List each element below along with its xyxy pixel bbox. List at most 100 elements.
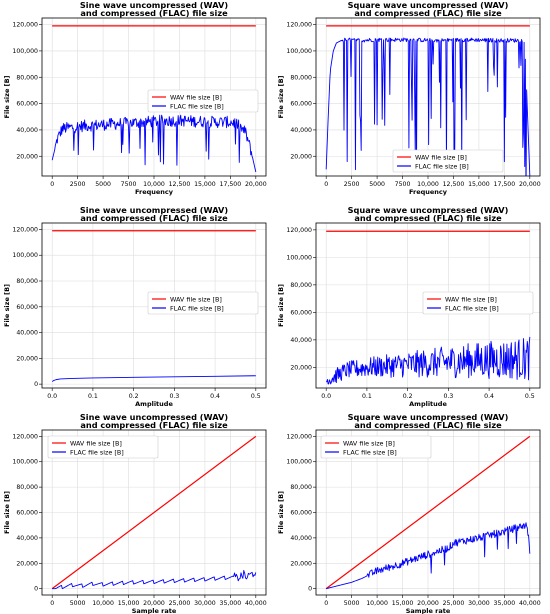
legend-label-flac: FLAC file size [B]: [343, 448, 397, 456]
chart-panel-6: Square wave uncompressed (WAV)and compre…: [277, 412, 541, 614]
wav-series-line: [51, 435, 257, 590]
y-tick-label: 80,000: [16, 484, 38, 491]
plot-area: [325, 25, 531, 176]
chart-title-line1: Sine wave uncompressed (WAV): [80, 0, 228, 10]
y-tick-label: 120,000: [12, 226, 38, 233]
x-tick-label: 0: [324, 181, 328, 188]
chart-title-line1: Square wave uncompressed (WAV): [348, 412, 509, 422]
x-axis-label: Sample rate: [132, 607, 177, 614]
y-tick-label: 60,000: [290, 309, 312, 316]
y-axis-label: File size [B]: [3, 491, 11, 534]
x-tick-label: 0.4: [210, 393, 220, 400]
y-tick-label: 120,000: [286, 433, 312, 440]
x-tick-label: 0.5: [525, 393, 535, 400]
y-tick-label: 100,000: [286, 459, 312, 466]
flac-series-line: [326, 522, 531, 590]
plot-frame: [315, 17, 541, 177]
y-tick-label: 60,000: [16, 101, 38, 108]
plot-area: [51, 230, 256, 382]
x-tick-label: 20,000: [519, 181, 541, 188]
legend-label-wav: WAV file size [B]: [170, 295, 222, 303]
plot-frame: [41, 17, 267, 177]
x-axis-label: Sample rate: [406, 607, 451, 614]
flac-series-line: [52, 570, 257, 590]
y-axis-label: File size [B]: [277, 75, 285, 118]
x-tick-label: 20,000: [143, 600, 165, 607]
legend-label-flac: FLAC file size [B]: [70, 448, 124, 456]
flac-series-line: [326, 336, 531, 385]
x-tick-label: 12,500: [169, 181, 191, 188]
plot-area: [51, 25, 257, 173]
chart-panel-1: Sine wave uncompressed (WAV)and compress…: [3, 0, 267, 196]
y-tick-label: 60,000: [290, 510, 312, 517]
chart-title-line2: and compressed (FLAC) file size: [354, 8, 502, 18]
y-tick-label: 0: [34, 586, 38, 593]
y-tick-label: 20,000: [290, 364, 312, 371]
x-tick-label: 17,500: [494, 181, 516, 188]
x-tick-label: 0.5: [251, 393, 261, 400]
y-axis-label: File size [B]: [3, 284, 11, 327]
x-tick-label: 15,000: [392, 600, 414, 607]
y-tick-label: 20,000: [16, 560, 38, 567]
legend: WAV file size [B]FLAC file size [B]: [320, 435, 432, 459]
x-tick-label: 0: [50, 181, 54, 188]
x-tick-label: 0.2: [403, 393, 413, 400]
chart-title-line2: and compressed (FLAC) file size: [354, 420, 502, 430]
y-tick-label: 40,000: [16, 330, 38, 337]
y-tick-label: 100,000: [12, 459, 38, 466]
y-tick-label: 120,000: [286, 227, 312, 234]
y-tick-label: 60,000: [16, 510, 38, 517]
y-tick-label: 60,000: [16, 304, 38, 311]
x-tick-label: 40,000: [245, 600, 267, 607]
legend-label-wav: WAV file size [B]: [445, 295, 497, 303]
x-tick-label: 0.0: [321, 393, 331, 400]
x-tick-label: 15,000: [194, 181, 216, 188]
y-tick-label: 60,000: [290, 101, 312, 108]
chart-panel-4: Square wave uncompressed (WAV)and compre…: [277, 205, 541, 408]
y-tick-label: 80,000: [16, 278, 38, 285]
x-tick-label: 7500: [395, 181, 411, 188]
x-tick-label: 35,000: [220, 600, 242, 607]
legend-box: [320, 435, 432, 459]
legend-label-wav: WAV file size [B]: [343, 439, 395, 447]
x-tick-label: 7500: [121, 181, 137, 188]
legend-label-flac: FLAC file size [B]: [170, 102, 224, 110]
y-tick-label: 80,000: [290, 74, 312, 81]
legend: WAV file size [B]FLAC file size [B]: [47, 435, 159, 459]
chart-title-line1: Square wave uncompressed (WAV): [348, 0, 509, 10]
x-tick-label: 40,000: [519, 600, 541, 607]
x-tick-label: 15,000: [468, 181, 490, 188]
legend-box: [147, 89, 259, 113]
x-tick-label: 12,500: [443, 181, 465, 188]
y-tick-label: 20,000: [16, 355, 38, 362]
chart-panel-2: Square wave uncompressed (WAV)and compre…: [277, 0, 541, 196]
legend-box: [147, 291, 259, 315]
x-tick-label: 30,000: [194, 600, 216, 607]
y-tick-label: 40,000: [290, 127, 312, 134]
legend-label-wav: WAV file size [B]: [70, 439, 122, 447]
x-tick-label: 0.3: [443, 393, 453, 400]
x-tick-label: 0.1: [362, 393, 372, 400]
legend: WAV file size [B]FLAC file size [B]: [147, 89, 259, 113]
x-tick-label: 25,000: [169, 600, 191, 607]
x-tick-label: 15,000: [118, 600, 140, 607]
y-tick-label: 80,000: [290, 484, 312, 491]
x-tick-label: 0.2: [129, 393, 139, 400]
plot-frame: [315, 429, 541, 596]
x-tick-label: 25,000: [443, 600, 465, 607]
y-axis-label: File size [B]: [277, 491, 285, 534]
chart-title-line1: Square wave uncompressed (WAV): [348, 205, 509, 215]
y-tick-label: 0: [308, 586, 312, 593]
grid-lines: [42, 18, 266, 176]
chart-title-line2: and compressed (FLAC) file size: [80, 420, 228, 430]
legend-box: [422, 291, 534, 315]
y-tick-label: 120,000: [286, 22, 312, 29]
plot-frame: [315, 222, 541, 389]
x-tick-label: 10,000: [92, 600, 114, 607]
y-tick-label: 100,000: [12, 48, 38, 55]
chart-panel-3: Sine wave uncompressed (WAV)and compress…: [3, 205, 267, 408]
y-tick-label: 40,000: [290, 535, 312, 542]
y-tick-label: 80,000: [290, 282, 312, 289]
legend: WAV file size [B]FLAC file size [B]: [147, 291, 259, 315]
